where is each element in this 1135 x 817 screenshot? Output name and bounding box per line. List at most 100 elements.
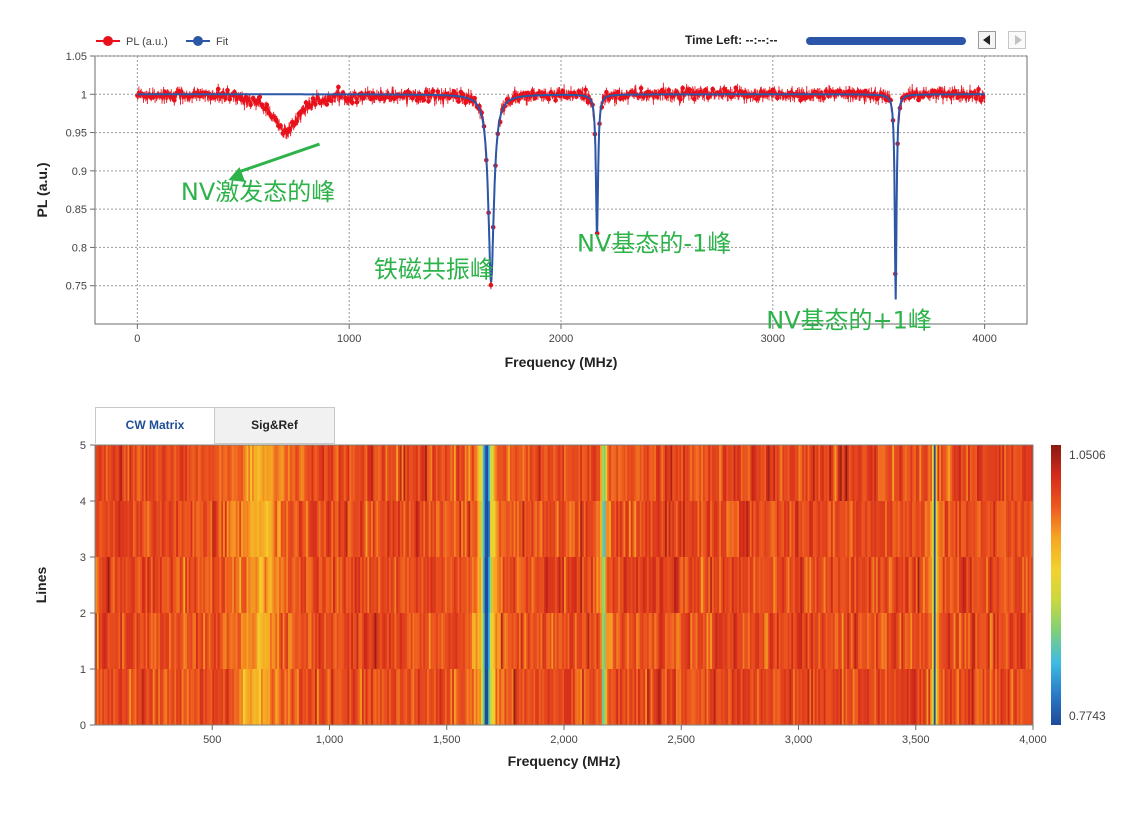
heatmap-cell — [141, 613, 145, 669]
heatmap-cell — [820, 557, 823, 613]
heatmap-cell — [286, 557, 289, 613]
heatmap-cell — [601, 445, 605, 501]
heatmap-cell — [841, 613, 844, 669]
heatmap-cell — [968, 669, 971, 725]
pl-data-point — [606, 96, 612, 101]
heatmap-cell — [446, 501, 449, 557]
heatmap-cell — [1031, 557, 1034, 613]
heatmap-cell — [553, 613, 556, 669]
heatmap-cell — [858, 613, 861, 669]
heatmap-cell — [838, 557, 841, 613]
heatmap-cell — [345, 613, 348, 669]
heatmap-cell — [973, 613, 976, 669]
heatmap-cell — [232, 445, 235, 501]
heatmap-cell — [740, 669, 743, 725]
heatmap-cell — [731, 445, 734, 501]
heatmap-cell — [609, 669, 612, 725]
heatmap-cell — [766, 445, 769, 501]
heatmap-cell — [574, 501, 578, 557]
heatmap-cell — [1025, 445, 1028, 501]
heatmap-cell — [941, 557, 944, 613]
heatmap-cell — [342, 669, 345, 725]
heatmap-cell — [793, 669, 796, 725]
heatmap-cell — [334, 445, 338, 501]
heatmap-cell — [482, 669, 486, 725]
tab-cw-matrix[interactable]: CW Matrix — [95, 407, 215, 444]
heatmap-cell — [414, 445, 417, 501]
heatmap-cell — [670, 613, 673, 669]
heatmap-cell — [702, 445, 706, 501]
heatmap-cell — [868, 445, 872, 501]
heatmap-cell — [720, 557, 724, 613]
heatmap-cell — [351, 501, 354, 557]
heatmap-cell — [796, 445, 799, 501]
heatmap-cell — [598, 501, 601, 557]
heatmap-cell — [208, 501, 211, 557]
heatmap-cell — [185, 445, 188, 501]
pl-data-point — [862, 88, 868, 94]
heatmap-cell — [820, 501, 823, 557]
heatmap-cell — [250, 613, 253, 669]
heatmap-cell — [414, 669, 417, 725]
heatmap-cell — [425, 501, 428, 557]
previous-button[interactable] — [978, 31, 996, 49]
heatmap-cell — [877, 613, 881, 669]
heatmap-cell — [758, 669, 762, 725]
heatmap-cell — [277, 445, 280, 501]
heatmap-cell — [966, 669, 969, 725]
heatmap-cell — [432, 445, 435, 501]
heatmap-cell — [293, 669, 296, 725]
pl-data-point — [641, 94, 646, 100]
heatmap-cell — [1025, 669, 1028, 725]
heatmap-cell — [298, 613, 302, 669]
heatmap-cell — [185, 557, 188, 613]
heatmap-cell — [684, 613, 688, 669]
heatmap-cell — [331, 557, 334, 613]
heatmap-cell — [549, 669, 552, 725]
heatmap-cell — [587, 557, 590, 613]
heatmap-cell — [706, 445, 709, 501]
annotation-label: NV激发态的峰 — [181, 178, 335, 206]
heatmap-cell — [439, 669, 442, 725]
heatmap-cell — [327, 669, 330, 725]
heatmap-cell — [684, 669, 688, 725]
heatmap-cell — [522, 501, 525, 557]
heatmap-cell — [259, 613, 262, 669]
heatmap-cell — [145, 501, 148, 557]
heatmap-cell — [125, 613, 128, 669]
heatmap-cell — [444, 445, 448, 501]
heatmap-cell — [955, 669, 958, 725]
heatmap-cell — [302, 613, 305, 669]
next-button[interactable] — [1008, 31, 1026, 49]
heatmap-cell — [302, 557, 305, 613]
heatmap-cell — [412, 613, 415, 669]
heatmap-cell — [389, 501, 392, 557]
heatmap-cell — [847, 445, 850, 501]
heatmap-cell — [1004, 501, 1007, 557]
heatmap-cell — [280, 557, 283, 613]
heatmap-cell — [138, 557, 141, 613]
heatmap-cell — [852, 557, 855, 613]
heatmap-cell — [325, 445, 329, 501]
heatmap-cell — [241, 557, 244, 613]
heatmap-cell — [645, 501, 648, 557]
tab-sig-ref[interactable]: Sig&Ref — [214, 407, 335, 444]
heatmap-cell — [190, 501, 193, 557]
heatmap-cell — [787, 501, 790, 557]
heatmap-cell — [526, 501, 529, 557]
heatmap-cell — [589, 669, 592, 725]
heatmap-cell — [915, 669, 918, 725]
heatmap-cell — [508, 445, 511, 501]
heatmap-cell — [428, 613, 431, 669]
heatmap-cell — [185, 669, 188, 725]
heatmap-cell — [132, 501, 136, 557]
heatmap-cell — [524, 613, 527, 669]
heatmap-cell — [612, 669, 615, 725]
heatmap-cell — [564, 613, 567, 669]
heatmap-cell — [1023, 501, 1027, 557]
heatmap-cell — [172, 613, 175, 669]
heatmap-cell — [441, 445, 444, 501]
heatmap-cell — [435, 501, 439, 557]
heatmap-cell — [998, 445, 1001, 501]
heatmap-cell — [333, 445, 336, 501]
